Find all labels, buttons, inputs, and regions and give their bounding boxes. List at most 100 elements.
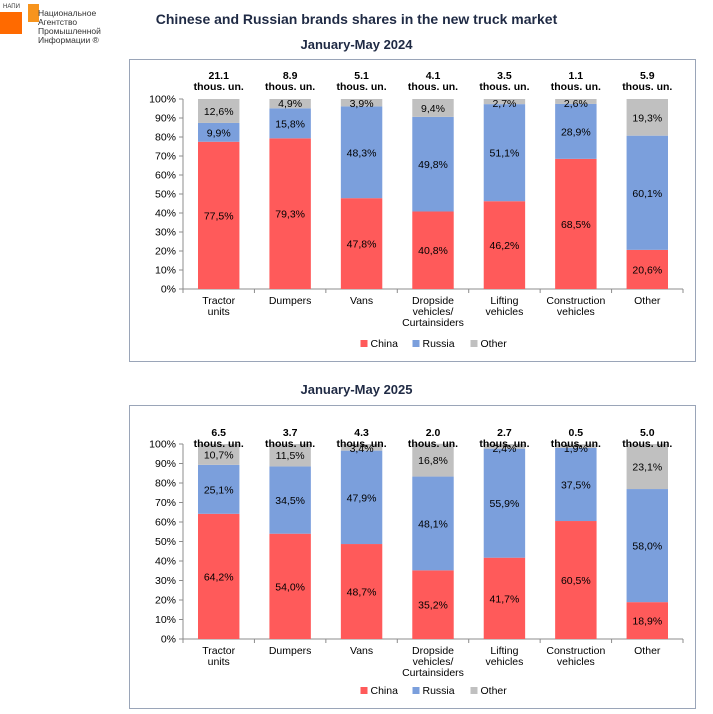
legend-swatch-russia	[412, 340, 420, 347]
bar-russia-3	[412, 476, 454, 571]
data-label-other-3: 9,4%	[421, 103, 445, 115]
bar-russia-1	[269, 108, 311, 139]
x-category-label: vehicles/	[413, 656, 454, 668]
y-tick-label: 100%	[149, 94, 176, 106]
total-value-3: 4.1	[426, 70, 441, 82]
x-category-label: Tractor	[202, 645, 235, 657]
total-unit-0: thous. un.	[194, 438, 244, 450]
data-label-other-0: 12,6%	[204, 106, 234, 118]
y-tick-label: 70%	[155, 497, 176, 509]
total-value-2: 4.3	[354, 427, 369, 439]
legend-swatch-russia	[412, 687, 420, 694]
stacked-bar-chart-2025: 0% 10% 20% 30% 40% 50% 60% 70% 80% 90% 100% 64,2% 25…	[149, 427, 684, 697]
panel-title-2025: January-May 2025	[300, 382, 413, 397]
data-label-other-1: 11,5%	[276, 450, 305, 462]
bar-russia-2	[340, 106, 383, 199]
data-label-russia-3: 48,1%	[418, 518, 448, 530]
data-label-china-3: 35,2%	[418, 600, 448, 612]
y-tick-label: 40%	[155, 208, 176, 220]
data-label-china-2: 47,8%	[347, 239, 377, 251]
bar-other-4	[483, 444, 526, 449]
data-label-china-3: 40,8%	[418, 245, 448, 257]
total-unit-1: thous. un.	[265, 81, 315, 93]
bar-russia-6	[626, 489, 668, 603]
x-category-label: vehicles	[485, 656, 523, 668]
bar-other-6	[626, 444, 668, 490]
x-category-label: vehicles	[557, 306, 595, 318]
chart-panel-2024: 0% 10% 20% 30% 40% 50% 60% 70% 80% 90% 100% 77,5% 9,…	[129, 59, 696, 362]
data-label-russia-1: 34,5%	[275, 495, 305, 507]
total-value-0: 21.1	[208, 70, 229, 82]
data-label-china-1: 54,0%	[275, 581, 305, 593]
x-category-label: Tractor	[202, 295, 235, 307]
x-category-label: Vans	[350, 295, 373, 307]
bar-russia-0	[198, 464, 240, 514]
bar-other-0	[198, 99, 240, 123]
bar-other-4	[483, 99, 526, 105]
data-label-china-4: 41,7%	[490, 593, 520, 605]
y-tick-label: 10%	[155, 265, 176, 277]
legend-swatch-other	[470, 340, 478, 347]
data-label-other-5: 1,9%	[564, 443, 588, 455]
main-title: Chinese and Russian brands shares in the…	[155, 11, 558, 27]
bar-russia-5	[555, 103, 597, 159]
y-tick-label: 50%	[155, 536, 176, 548]
legend-label-russia: Russia	[423, 338, 455, 350]
bar-china-0	[198, 513, 240, 639]
x-category-label: Dumpers	[269, 645, 312, 657]
x-category-label: Lifting	[490, 645, 518, 657]
total-unit-2: thous. un.	[336, 438, 386, 450]
data-label-russia-6: 60,1%	[632, 188, 662, 200]
x-category-label: Curtainsiders	[402, 667, 464, 679]
x-category-label: Dumpers	[269, 295, 312, 307]
data-label-russia-2: 47,9%	[347, 492, 377, 504]
bar-china-4	[483, 557, 526, 639]
y-tick-label: 90%	[155, 113, 176, 125]
legend-swatch-china	[360, 340, 368, 347]
total-unit-4: thous. un.	[479, 438, 529, 450]
total-value-2: 5.1	[354, 70, 369, 82]
data-label-china-5: 68,5%	[561, 219, 591, 231]
bar-other-1	[269, 444, 311, 467]
total-value-3: 2.0	[426, 427, 441, 439]
bar-russia-4	[483, 448, 526, 558]
bar-russia-3	[412, 116, 454, 212]
data-label-other-0: 10,7%	[204, 449, 234, 461]
legend-label-china: China	[371, 338, 399, 350]
x-category-label: vehicles/	[413, 306, 454, 318]
total-value-4: 3.5	[497, 70, 512, 82]
total-value-5: 0.5	[569, 427, 584, 439]
total-value-6: 5.0	[640, 427, 655, 439]
data-label-russia-6: 58,0%	[632, 541, 662, 553]
data-label-russia-3: 49,8%	[418, 159, 448, 171]
data-label-other-6: 23,1%	[632, 462, 662, 474]
bar-other-6	[626, 99, 668, 136]
legend-swatch-other	[470, 687, 478, 694]
y-tick-label: 80%	[155, 132, 176, 144]
total-unit-4: thous. un.	[479, 81, 529, 93]
data-label-russia-4: 51,1%	[490, 148, 520, 160]
x-category-label: units	[208, 306, 230, 318]
total-unit-3: thous. un.	[408, 438, 458, 450]
data-label-china-5: 60,5%	[561, 575, 591, 587]
logo-mini-label: НАПИ	[3, 4, 20, 10]
x-category-label: Curtainsiders	[402, 317, 464, 329]
legend-swatch-china	[360, 687, 368, 694]
x-category-label: Construction	[546, 295, 605, 307]
total-unit-1: thous. un.	[265, 438, 315, 450]
x-category-label: units	[208, 656, 230, 668]
data-label-other-4: 2,7%	[492, 98, 516, 110]
bar-china-2	[340, 544, 383, 639]
y-tick-label: 0%	[161, 284, 176, 296]
data-label-other-6: 19,3%	[632, 112, 662, 124]
stacked-bar-chart-2024: 0% 10% 20% 30% 40% 50% 60% 70% 80% 90% 100% 77,5% 9,…	[149, 70, 684, 350]
bar-russia-5	[555, 447, 597, 522]
y-tick-label: 90%	[155, 458, 176, 470]
bar-other-3	[412, 99, 454, 117]
total-value-1: 3.7	[283, 427, 298, 439]
bar-china-3	[412, 570, 454, 639]
bar-china-5	[555, 158, 597, 289]
y-tick-label: 20%	[155, 246, 176, 258]
bar-china-2	[340, 198, 383, 289]
total-value-1: 8.9	[283, 70, 298, 82]
